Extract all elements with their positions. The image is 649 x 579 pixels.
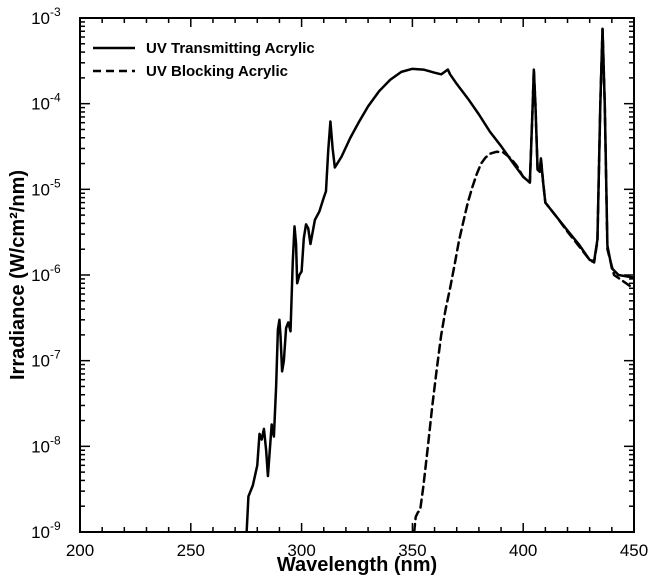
x-tick-label: 300 bbox=[287, 541, 315, 560]
x-axis-title: Wavelength (nm) bbox=[277, 554, 437, 576]
tick-labels-layer: 200 250 300 350 400 45010-910-810-710-610-510… bbox=[31, 5, 648, 560]
series-line-uv-blocking bbox=[412, 27, 634, 532]
ticks-layer bbox=[79, 17, 635, 533]
series-layer bbox=[245, 27, 634, 532]
x-tick-label: 200 bbox=[66, 541, 94, 560]
y-tick-label: 10 bbox=[31, 180, 50, 199]
x-tick-label: 400 bbox=[509, 541, 537, 560]
y-tick-exponent: -5 bbox=[50, 176, 61, 190]
y-tick-exponent: -4 bbox=[50, 91, 61, 105]
y-tick-label: 10 bbox=[31, 95, 50, 114]
y-tick-exponent: -8 bbox=[50, 433, 61, 447]
y-axis-title: Irradiance (W/cm²/nm) bbox=[7, 170, 29, 380]
y-tick-exponent: -9 bbox=[50, 519, 61, 533]
x-tick-label: 350 bbox=[398, 541, 426, 560]
x-tick-label: 250 bbox=[177, 541, 205, 560]
y-tick-label: 10 bbox=[31, 523, 50, 542]
y-tick-label: 10 bbox=[31, 352, 50, 371]
y-tick-label: 10 bbox=[31, 266, 50, 285]
legend-label-uv-transmitting: UV Transmitting Acrylic bbox=[146, 40, 315, 57]
y-tick-label: 10 bbox=[31, 9, 50, 28]
y-tick-label: 10 bbox=[31, 437, 50, 456]
x-tick-label: 450 bbox=[620, 541, 648, 560]
legend: UV Transmitting Acrylic UV Blocking Acry… bbox=[93, 40, 315, 80]
y-tick-exponent: -3 bbox=[50, 5, 61, 19]
y-tick-exponent: -7 bbox=[50, 348, 61, 362]
legend-label-uv-blocking: UV Blocking Acrylic bbox=[146, 63, 288, 80]
y-tick-exponent: -6 bbox=[50, 262, 61, 276]
